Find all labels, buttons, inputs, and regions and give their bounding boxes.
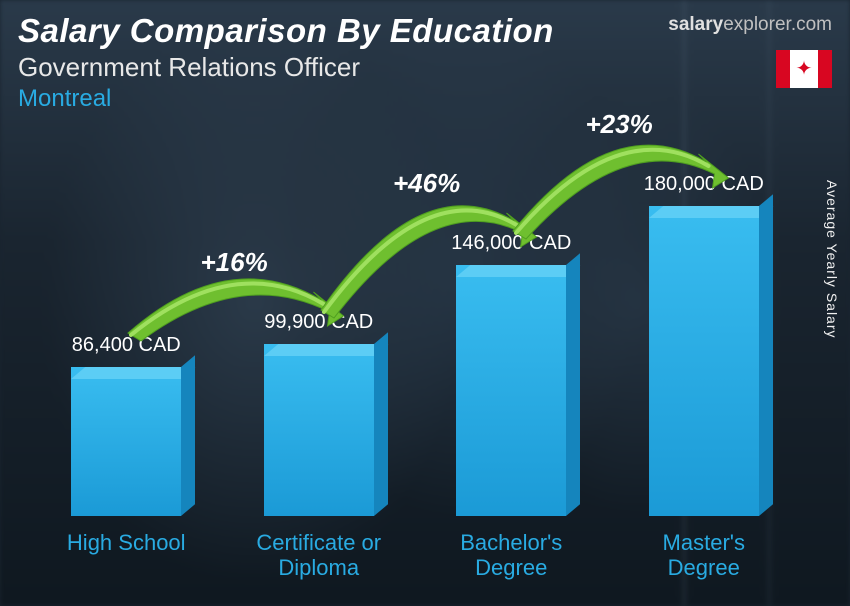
increase-pct-label: +46% (393, 168, 460, 199)
bar (649, 206, 759, 516)
brand-strong: salary (668, 14, 723, 35)
bar-category-label: Bachelor'sDegree (460, 530, 562, 586)
bar-category-label: Master'sDegree (663, 530, 745, 586)
brand-suffix: .com (791, 14, 832, 35)
brand-lite: explorer (723, 14, 791, 35)
chart-location: Montreal (18, 85, 832, 113)
country-flag-icon: ✦ (776, 50, 832, 88)
increase-pct-label: +16% (201, 247, 268, 278)
increase-pct-label: +23% (586, 109, 653, 140)
bar (456, 265, 566, 516)
bar-value-label: 86,400 CAD (72, 334, 181, 357)
bar-value-label: 99,900 CAD (264, 311, 373, 334)
bar (264, 344, 374, 516)
bar-group: 146,000 CAD Bachelor'sDegree (415, 232, 608, 586)
bar-value-label: 146,000 CAD (451, 232, 571, 255)
bar-group: 86,400 CAD High School (30, 334, 223, 586)
bar (71, 367, 181, 516)
bar-group: 99,900 CAD Certificate orDiploma (223, 311, 416, 586)
bar-value-label: 180,000 CAD (644, 173, 764, 196)
bar-category-label: Certificate orDiploma (256, 530, 381, 586)
brand-watermark: salaryexplorer.com (668, 14, 832, 36)
bar-group: 180,000 CAD Master'sDegree (608, 173, 801, 586)
bar-category-label: High School (67, 530, 186, 586)
chart-subtitle: Government Relations Officer (18, 52, 832, 83)
y-axis-label: Average Yearly Salary (824, 180, 840, 339)
